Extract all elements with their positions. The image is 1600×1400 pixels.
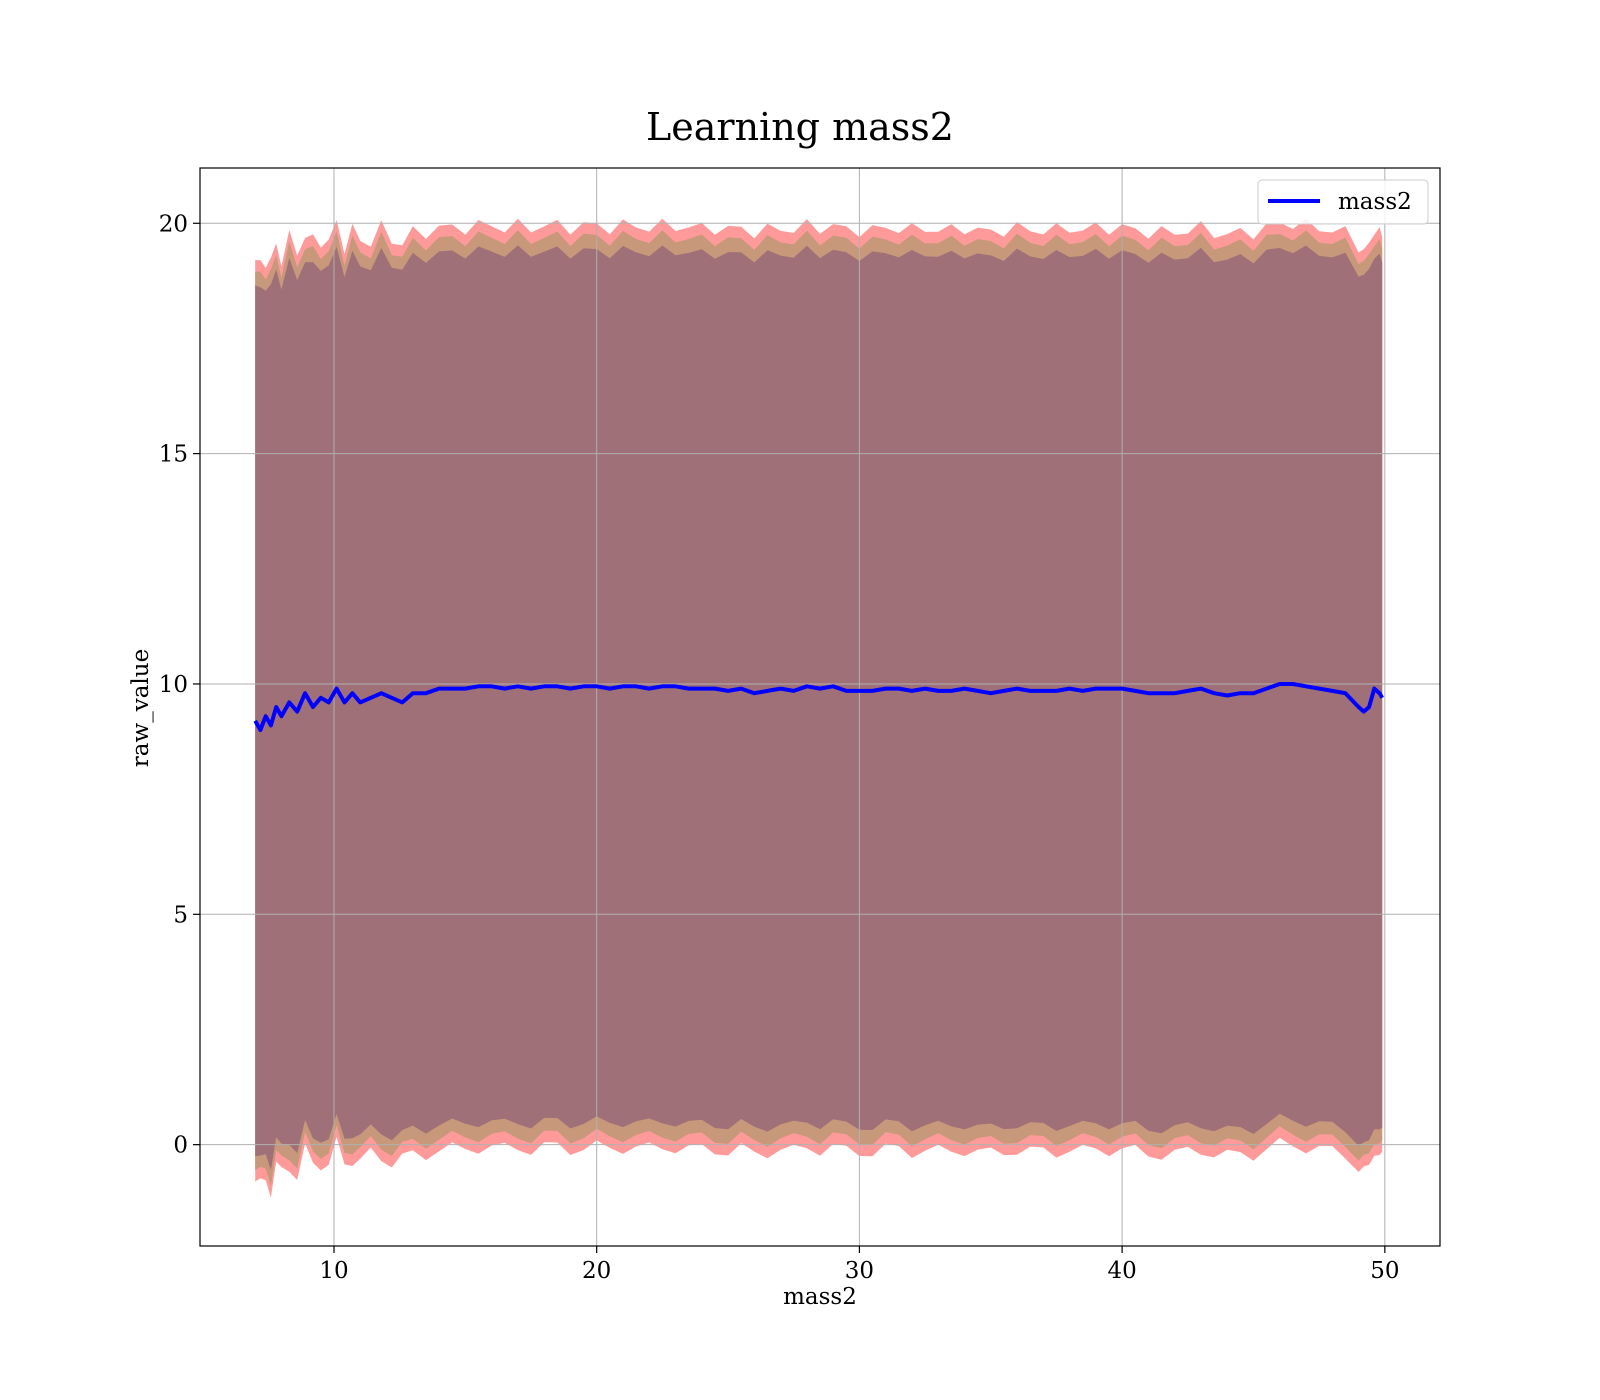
x-tick-label: 40 [1107, 1258, 1136, 1284]
band-inner [255, 245, 1383, 1170]
y-axis-label: raw_value [128, 649, 154, 767]
series-line-mass2 [253, 682, 1384, 732]
legend: mass2 [1257, 179, 1429, 225]
y-tick-label: 5 [173, 902, 188, 928]
x-axis-label: mass2 [783, 1284, 857, 1310]
y-tick-label: 15 [159, 442, 188, 468]
x-tick-label: 10 [319, 1258, 348, 1284]
y-tick-label: 0 [173, 1133, 188, 1159]
y-tick-label: 20 [159, 211, 188, 237]
x-tick-label: 50 [1370, 1258, 1399, 1284]
y-tick-label: 10 [159, 672, 188, 698]
chart-title: Learning mass2 [646, 105, 954, 149]
plot-frame [199, 167, 1441, 1247]
legend-label: mass2 [1338, 189, 1412, 215]
x-tick-label: 30 [845, 1258, 874, 1284]
x-tick-label: 20 [582, 1258, 611, 1284]
legend-box [1257, 179, 1429, 225]
